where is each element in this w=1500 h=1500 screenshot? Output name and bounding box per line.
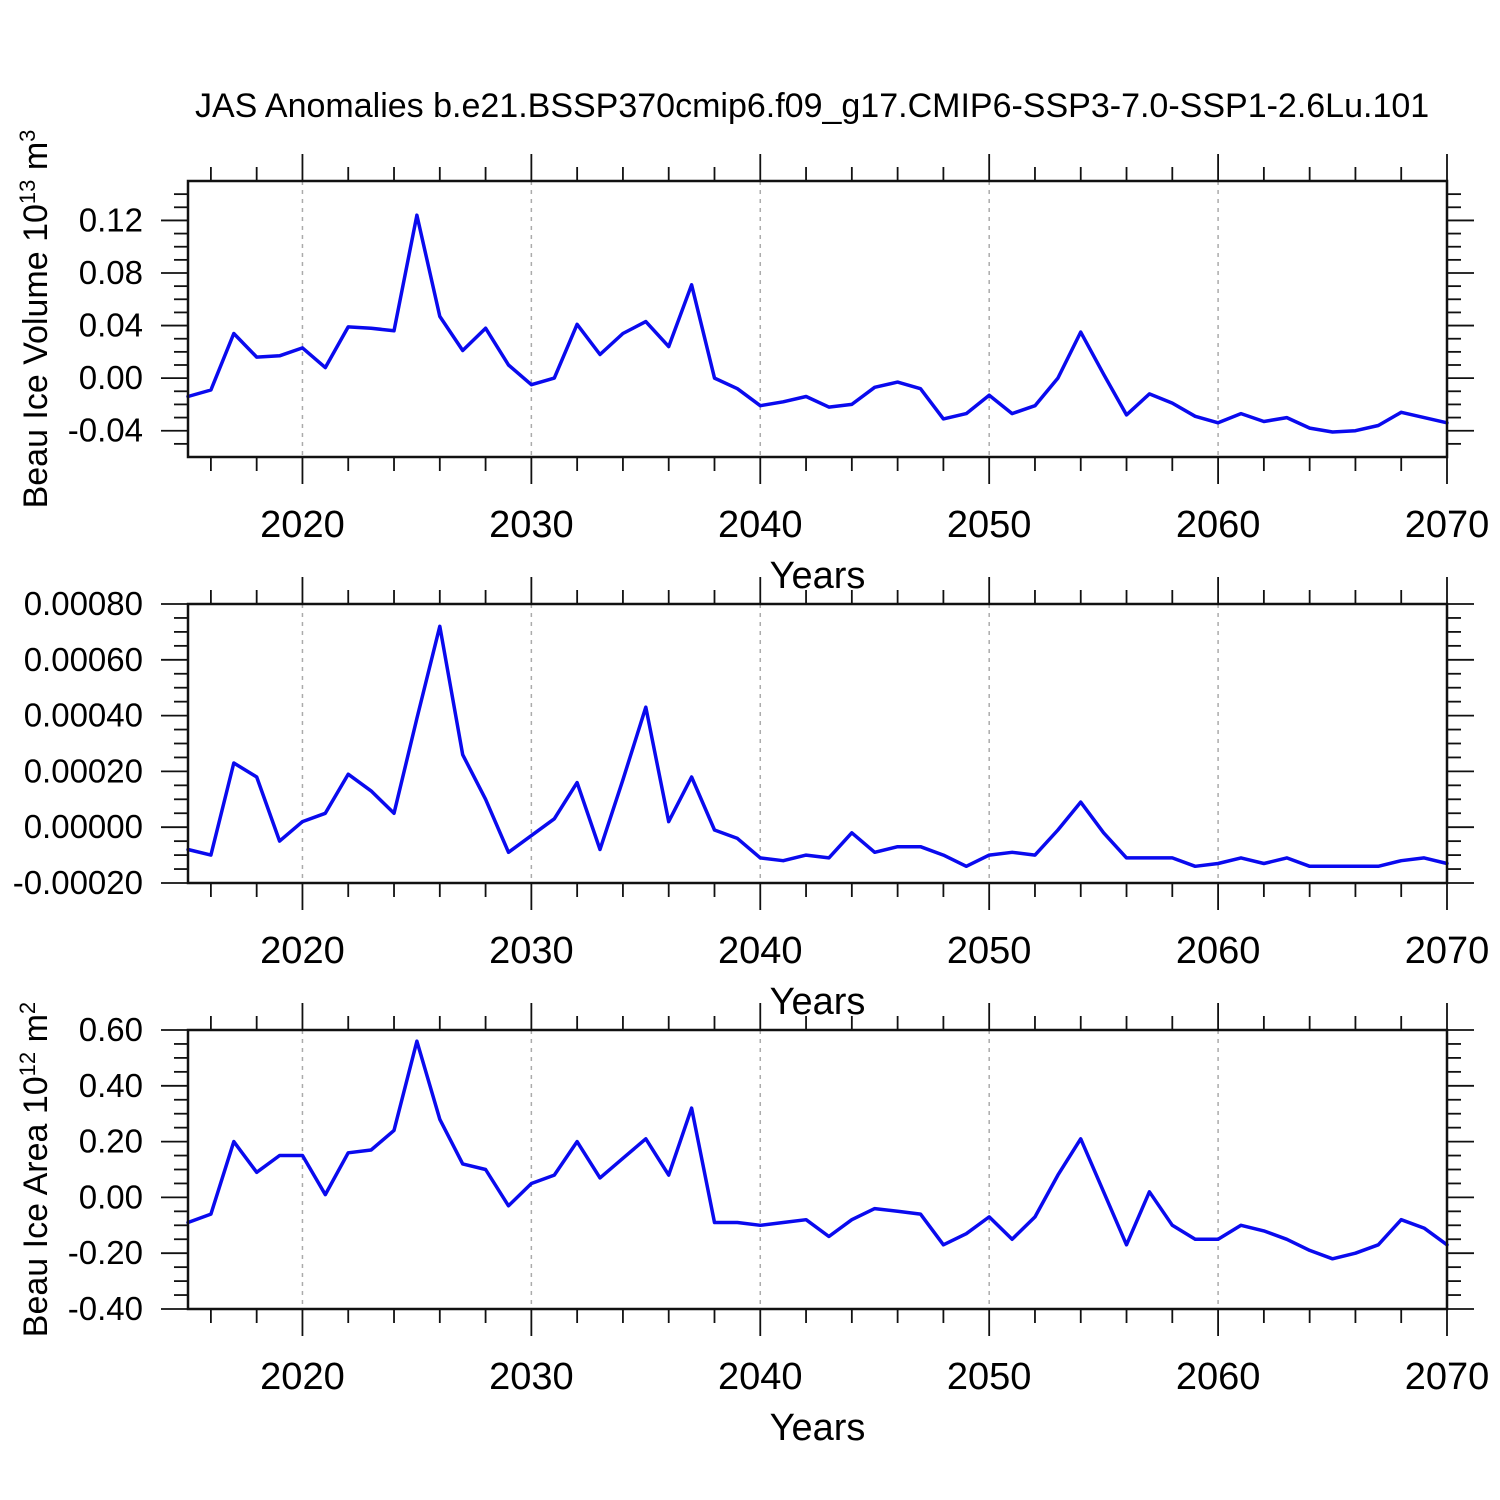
figure-title: JAS Anomalies b.e21.BSSP370cmip6.f09_g17…: [195, 87, 1429, 125]
ticks: [161, 1003, 1474, 1336]
gridlines: [301, 181, 1219, 457]
x-tick-label: 2060: [1176, 1356, 1261, 1398]
y-tick-label: -0.04: [68, 412, 143, 449]
plot-frame: [186, 179, 1449, 459]
y-tick-label: 0.20: [79, 1123, 143, 1160]
x-tick-label: 2060: [1176, 930, 1261, 972]
x-axis-title: Years: [770, 555, 866, 597]
panel-ice-area: 2020 2030 2040 2050 2060 2070 -0.40 -0.20 0.00 0.…: [15, 1002, 1489, 1449]
series-line: [186, 213, 1449, 434]
y-axis-title: Beau Ice Area 1012 m2: [15, 1002, 55, 1337]
y-tick-label: 0.60: [79, 1011, 143, 1048]
y-tick-label: 0.00000: [24, 808, 143, 845]
series-line: [186, 1039, 1449, 1261]
x-axis-title: Years: [770, 981, 866, 1023]
y-tick-label: 0.00: [79, 1178, 143, 1215]
plot-frame: [186, 1028, 1449, 1311]
y-axis-title: Beau Ice Volume 1013 m3: [15, 130, 55, 509]
y-tick-label: 0.08: [79, 254, 143, 291]
x-tick-label: 2030: [489, 504, 574, 546]
y-tick-label: 0.04: [79, 307, 143, 344]
y-tick-label: 0.00040: [24, 697, 143, 734]
x-tick-label: 2060: [1176, 504, 1261, 546]
gridlines: [301, 1030, 1219, 1309]
panels-group: 2020 2030 2040 2050 2060 2070 -0.04 0.00 0.04 0.0…: [13, 130, 1490, 1449]
y-tick-label: 0.00: [79, 359, 143, 396]
x-tick-label: 2050: [947, 1356, 1032, 1398]
x-tick-label: 2070: [1405, 504, 1490, 546]
x-axis-title: Years: [770, 1407, 866, 1449]
y-tick-label: 0.00060: [24, 641, 143, 678]
y-tick-label: 0.00080: [24, 585, 143, 622]
x-tick-label: 2050: [947, 504, 1032, 546]
x-tick-label: 2070: [1405, 930, 1490, 972]
x-tick-label: 2020: [260, 930, 345, 972]
ticks: [161, 577, 1474, 910]
series-line: [186, 624, 1449, 869]
y-tick-label: -0.20: [68, 1234, 143, 1271]
x-tick-label: 2030: [489, 930, 574, 972]
panel-ice-volume: 2020 2030 2040 2050 2060 2070 -0.04 0.00 0.04 0.0…: [15, 130, 1489, 597]
y-tick-label: 0.12: [79, 201, 143, 238]
x-tick-label: 2030: [489, 1356, 574, 1398]
x-tick-label: 2020: [260, 1356, 345, 1398]
x-tick-label: 2040: [718, 504, 803, 546]
x-tick-label: 2040: [718, 930, 803, 972]
y-tick-label: 0.00020: [24, 752, 143, 789]
panel-middle: 2020 2030 2040 2050 2060 2070 -0.00020 0.00000 0…: [13, 577, 1490, 1023]
y-tick-label: -0.00020: [13, 864, 143, 901]
y-tick-label: 0.40: [79, 1067, 143, 1104]
x-tick-label: 2050: [947, 930, 1032, 972]
x-tick-label: 2040: [718, 1356, 803, 1398]
x-tick-label: 2070: [1405, 1356, 1490, 1398]
gridlines: [301, 604, 1219, 883]
x-tick-label: 2020: [260, 504, 345, 546]
y-tick-label: -0.40: [68, 1290, 143, 1327]
plot-frame: [186, 602, 1449, 885]
ticks: [161, 154, 1474, 484]
